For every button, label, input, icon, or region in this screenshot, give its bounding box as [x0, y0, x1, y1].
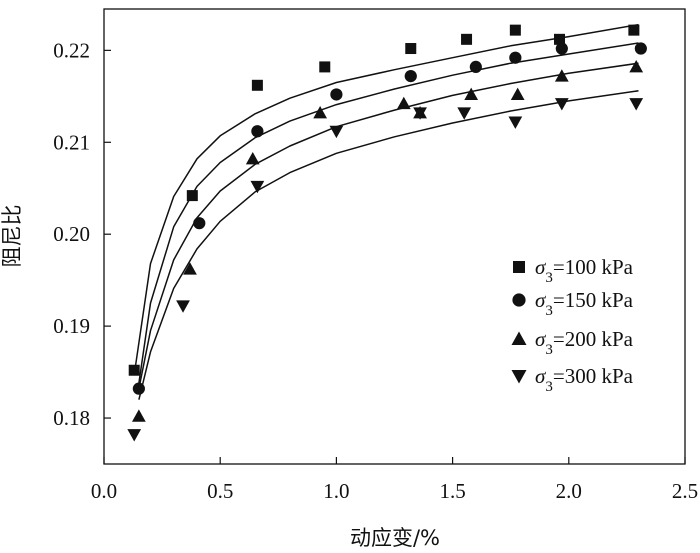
data-point-circle	[634, 42, 647, 55]
data-point-triangle-up	[396, 96, 411, 110]
data-point-triangle-down	[508, 116, 523, 129]
data-point-square	[628, 24, 640, 36]
data-point-triangle-up	[464, 87, 479, 100]
y-tick-label: 0.21	[53, 130, 90, 154]
fit-curve-4	[138, 90, 639, 400]
x-tick-label: 2.5	[672, 479, 698, 503]
legend-label: σ3=300 kPa	[535, 364, 634, 395]
legend-label: σ3=100 kPa	[535, 255, 634, 286]
data-point-triangle-down	[176, 300, 190, 313]
data-point-square	[128, 364, 140, 376]
data-point-square	[461, 33, 473, 45]
data-point-triangle-up	[554, 69, 569, 82]
y-tick-label: 0.22	[53, 38, 90, 62]
data-point-triangle-down	[554, 98, 569, 111]
data-point-square	[405, 43, 417, 55]
x-axis-title: 动应变/%	[350, 526, 440, 550]
data-point-triangle-down	[329, 125, 344, 139]
y-tick-label: 0.20	[53, 222, 90, 246]
data-point-triangle-up	[510, 87, 525, 100]
data-point-circle	[509, 51, 522, 64]
data-point-triangle-up	[313, 105, 328, 119]
data-point-triangle-up	[629, 60, 644, 73]
plot-frame	[103, 8, 686, 465]
legend-marker-triangle-down	[511, 370, 527, 384]
data-point-circle	[330, 88, 343, 101]
x-tick-label: 1.5	[439, 479, 465, 503]
y-tick-label: 0.18	[53, 406, 90, 430]
data-point-circle	[251, 125, 264, 138]
data-point-triangle-down	[127, 429, 142, 442]
y-tick-label: 0.19	[53, 314, 90, 338]
data-point-circle	[469, 60, 482, 74]
fit-curve-1	[133, 23, 639, 375]
x-tick-label: 0.0	[91, 479, 117, 503]
x-tick-label: 0.5	[207, 479, 233, 503]
data-point-square	[319, 61, 331, 73]
legend-marker-circle	[512, 293, 526, 307]
data-point-triangle-down	[413, 107, 427, 120]
y-axis-title: 阻尼比	[0, 205, 24, 268]
data-point-triangle-up	[183, 262, 197, 275]
data-point-circle	[193, 217, 206, 230]
data-point-triangle-down	[629, 98, 644, 111]
fit-curve-2	[138, 42, 639, 384]
data-point-circle	[555, 42, 568, 55]
data-point-square	[186, 190, 198, 202]
data-point-square	[554, 33, 566, 45]
data-point-circle	[404, 70, 417, 83]
x-tick-label: 1.0	[323, 479, 349, 503]
data-point-triangle-down	[250, 180, 265, 194]
legend-marker-triangle-up	[511, 331, 527, 345]
data-point-triangle-up	[245, 151, 260, 165]
legend-label: σ3=150 kPa	[535, 288, 634, 319]
legend-label: σ3=200 kPa	[535, 327, 634, 358]
data-point-circle	[132, 382, 145, 395]
data-point-square	[251, 79, 263, 91]
fit-curve-3	[138, 62, 639, 389]
data-point-triangle-up	[131, 409, 146, 422]
legend-marker-square	[513, 261, 525, 273]
data-point-square	[509, 24, 521, 36]
data-point-triangle-down	[457, 107, 472, 120]
x-tick-label: 2.0	[556, 479, 582, 503]
